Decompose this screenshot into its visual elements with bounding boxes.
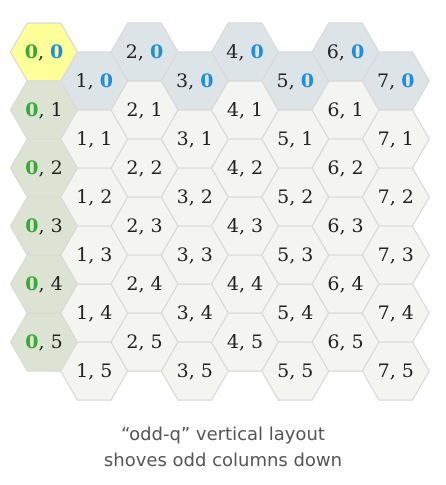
hex-cell-6-3: 6, 3: [311, 196, 380, 256]
caption-subtitle: shoves odd columns down: [103, 450, 343, 471]
hex-cell-7-0: 7, 0: [361, 51, 430, 111]
hex-cell-5-3: 5, 3: [261, 225, 330, 285]
hex-coordinate-label: 0, 4: [25, 273, 62, 295]
hex-coordinate-label: 6, 2: [327, 157, 363, 179]
hex-cell-3-1: 3, 1: [160, 109, 229, 169]
hex-cell-4-3: 4, 3: [210, 196, 280, 256]
hex-cell-7-1: 7, 1: [361, 109, 430, 169]
hex-coordinate-label: 0, 1: [25, 99, 62, 121]
hex-coordinate-label: 4, 2: [227, 157, 263, 179]
hex-cell-2-2: 2, 2: [110, 138, 179, 198]
hex-cell-3-5: 3, 5: [160, 341, 229, 401]
hex-coordinate-label: 6, 3: [327, 215, 363, 237]
hex-coordinate-label: 0, 3: [25, 215, 62, 237]
hex-cell-3-2: 3, 2: [160, 167, 229, 227]
hex-coordinate-label: 2, 1: [126, 99, 162, 121]
hex-cell-6-5: 6, 5: [311, 312, 380, 372]
hex-cell-3-0: 3, 0: [160, 51, 229, 111]
hex-coordinate-label: 2, 4: [126, 273, 162, 295]
hex-cell-6-1: 6, 1: [311, 80, 380, 140]
hex-cell-0-0: 0, 0: [9, 22, 79, 82]
hex-coordinate-label: 7, 3: [378, 244, 414, 266]
hex-coordinate-label: 2, 3: [126, 215, 162, 237]
hex-coordinate-label: 5, 0: [277, 70, 314, 92]
hex-cell-1-4: 1, 4: [60, 283, 129, 343]
hex-coordinate-label: 5, 5: [277, 360, 313, 382]
hex-coordinate-label: 7, 5: [378, 360, 414, 382]
hex-cell-5-1: 5, 1: [261, 109, 330, 169]
hex-coordinate-label: 1, 2: [76, 186, 112, 208]
hex-coordinate-label: 0, 0: [25, 41, 64, 63]
hex-coordinate-label: 1, 3: [76, 244, 112, 266]
hex-coordinate-label: 5, 2: [277, 186, 313, 208]
hex-cell-3-4: 3, 4: [160, 283, 229, 343]
hex-coordinate-label: 5, 3: [277, 244, 313, 266]
hex-coordinate-label: 5, 4: [277, 302, 313, 324]
hex-cell-2-0: 2, 0: [110, 22, 179, 82]
hex-coordinate-label: 3, 0: [176, 70, 213, 92]
hex-cell-7-3: 7, 3: [361, 225, 430, 285]
hex-coordinate-label: 7, 1: [378, 128, 414, 150]
hex-cell-5-4: 5, 4: [261, 283, 330, 343]
hex-coordinate-label: 6, 4: [327, 273, 363, 295]
hex-coordinate-label: 3, 4: [177, 302, 213, 324]
hex-cell-0-3: 0, 3: [9, 196, 79, 256]
hex-coordinate-label: 0, 5: [25, 331, 62, 353]
hex-coordinate-label: 4, 4: [227, 273, 263, 295]
hex-coordinate-label: 7, 2: [378, 186, 414, 208]
hex-cell-4-5: 4, 5: [210, 312, 280, 372]
hex-cell-4-2: 4, 2: [210, 138, 280, 198]
hex-cell-7-2: 7, 2: [361, 167, 430, 227]
hex-cell-1-5: 1, 5: [60, 341, 129, 401]
hex-coordinate-label: 2, 2: [126, 157, 162, 179]
hex-coordinate-label: 6, 0: [327, 41, 364, 63]
hex-coordinate-label: 2, 5: [126, 331, 162, 353]
hex-coordinate-label: 3, 5: [177, 360, 213, 382]
hex-coordinate-label: 2, 0: [126, 41, 163, 63]
hex-cell-1-0: 1, 0: [60, 51, 129, 111]
hex-cell-3-3: 3, 3: [160, 225, 229, 285]
hex-cell-1-3: 1, 3: [60, 225, 129, 285]
caption-title: “odd-q” vertical layout: [121, 424, 325, 445]
hex-coordinate-label: 6, 1: [327, 99, 363, 121]
hex-shape: [361, 341, 430, 401]
hex-coordinate-label: 0, 2: [25, 157, 62, 179]
hex-coordinate-label: 1, 1: [76, 128, 112, 150]
hex-coordinate-label: 3, 2: [177, 186, 213, 208]
hex-coordinate-label: 4, 3: [227, 215, 263, 237]
hex-coordinate-label: 6, 5: [327, 331, 363, 353]
hex-cell-4-4: 4, 4: [210, 254, 280, 314]
hex-cell-6-0: 6, 0: [311, 22, 380, 82]
hex-cell-2-3: 2, 3: [110, 196, 179, 256]
hex-coordinate-label: 7, 4: [378, 302, 414, 324]
hex-cell-2-4: 2, 4: [110, 254, 179, 314]
hex-cell-4-1: 4, 1: [210, 80, 280, 140]
hex-coordinate-label: 4, 5: [227, 331, 263, 353]
hex-cell-0-2: 0, 2: [9, 138, 79, 198]
hex-coordinate-label: 7, 0: [377, 70, 414, 92]
hex-cell-7-5: 7, 5: [361, 341, 430, 401]
hex-coordinate-label: 1, 4: [76, 302, 112, 324]
hex-cell-6-4: 6, 4: [311, 254, 380, 314]
hex-coordinate-label: 1, 0: [76, 70, 113, 92]
hex-coordinate-label: 1, 5: [76, 360, 112, 382]
hex-cell-7-4: 7, 4: [361, 283, 430, 343]
hex-coordinate-label: 4, 1: [227, 99, 263, 121]
hex-coordinate-label: 5, 1: [277, 128, 313, 150]
hex-coordinate-label: 3, 3: [177, 244, 213, 266]
hex-coordinate-label: 4, 0: [226, 41, 263, 63]
hex-coordinate-label: 3, 1: [177, 128, 213, 150]
hex-cell-5-5: 5, 5: [261, 341, 330, 401]
hex-cell-2-1: 2, 1: [110, 80, 179, 140]
